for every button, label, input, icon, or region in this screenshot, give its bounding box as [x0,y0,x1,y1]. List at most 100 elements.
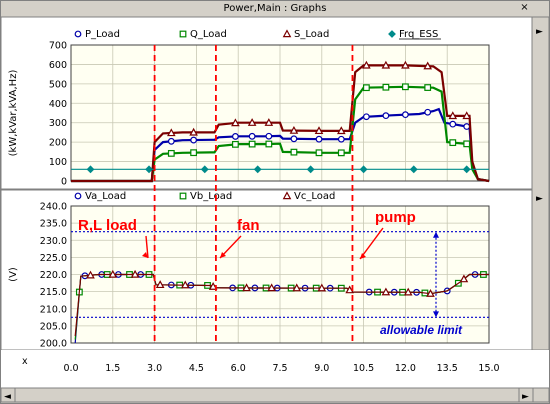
power-y-tick-label: 700 [49,41,67,52]
voltage-data-point [403,287,413,296]
voltage-data-point [155,280,165,289]
power-data-point [265,132,273,140]
annotation-arrowhead [360,253,366,259]
voltage-y-tick-label: 235.0 [40,219,67,230]
voltage-data-point [208,282,218,290]
power-data-point [231,118,240,127]
x-tick-label: 10.5 [353,363,374,374]
voltage-y-tick-label: 200.0 [40,339,67,350]
voltage-y-tick-label: 220.0 [40,270,67,281]
voltage-legend-label: Va_Load [85,191,126,202]
power-data-point [424,84,432,91]
annotation-arrowhead [142,252,148,258]
power-data-point [167,137,175,145]
power-data-point [449,120,457,128]
power-data-point [336,126,346,135]
power-data-point [253,165,262,174]
power-data-point [167,149,175,157]
limit-range-arrowhead-bottom [433,311,439,318]
x-tick-label: 3.0 [147,363,162,374]
voltage-y-tick-label: 230.0 [40,236,67,247]
power-legend-marker [179,30,187,38]
event-annotation-label: pump [375,209,416,226]
scroll-left-icon[interactable]: ◄ [4,392,11,402]
power-data-point [462,111,472,120]
power-data-point [463,123,471,130]
power-panel-arrow-icon[interactable]: ► [536,27,543,37]
power-data-point [401,60,410,69]
power-data-point [359,165,368,174]
window-title: Power,Main : Graphs [223,3,327,14]
x-tick-label: 0.0 [63,363,78,374]
x-axis-letter: x [22,356,28,367]
power-data-point [337,149,345,157]
power-data-point [315,135,323,143]
power-data-point [362,113,370,121]
power-data-point [337,135,345,143]
power-y-tick-label: 500 [49,79,67,90]
voltage-chart: 200.0 205.0 210.0 215.0 220.0 225.0 230.0 235.0… [8,191,500,374]
voltage-y-tick-label: 225.0 [40,253,67,264]
power-data-point [402,111,409,119]
x-tick-label: 7.5 [272,363,287,374]
voltage-panel-arrow-icon[interactable]: ► [536,194,543,204]
power-y-tick-label: 300 [49,118,67,129]
x-tick-label: 6.0 [231,363,246,374]
power-data-point [290,148,298,156]
power-legend-label: Frq_ESS [399,29,438,40]
power-data-point [248,132,256,140]
close-button[interactable]: × [520,2,529,13]
voltage-y-axis-label: (V) [8,267,19,282]
voltage-legend-marker [282,191,292,200]
power-legend-marker [74,30,82,38]
power-data-point [362,84,370,92]
event-annotation-label: fan [237,217,260,234]
voltage-data-point [345,285,354,294]
voltage-legend-label: Vc_Load [294,191,335,202]
power-legend-marker [388,30,396,38]
power-y-tick-label: 100 [49,157,67,168]
power-data-point [423,61,433,70]
voltage-y-tick-label: 210.0 [40,304,67,315]
voltage-data-point [459,274,469,283]
power-y-axis-label: (kW,kVar,kVA,Hz) [8,70,19,157]
title-bar: Power,Main : Graphs × [1,1,549,17]
power-data-point [289,125,299,134]
scroll-left-button[interactable] [0,387,16,403]
power-legend-label: S_Load [294,29,329,40]
power-series-line-p_load [71,107,490,183]
power-data-point [424,108,432,116]
power-data-point [264,118,274,126]
power-data-point [190,149,198,157]
power-data-point [248,140,256,148]
voltage-data-point [130,269,140,278]
voltage-data-point [381,287,391,296]
power-data-point [409,165,418,174]
voltage-data-point [317,283,327,292]
power-chart: 0 100 200 300 400 500 600 700 (kW,kVar,kVA,Hz) P_… [8,29,490,188]
power-data-point [247,118,257,126]
power-data-point [232,140,239,148]
power-plot-border [70,44,490,182]
scroll-right-button[interactable] [518,387,534,403]
power-data-point [382,83,390,91]
power-data-point [167,128,176,137]
power-legend-label: Q_Load [190,29,227,40]
power-data-point [232,133,239,140]
scroll-right-icon[interactable]: ► [522,392,529,402]
x-tick-label: 15.0 [478,363,499,374]
power-data-point [189,127,198,136]
power-data-point [190,136,198,144]
x-tick-label: 4.5 [189,363,204,374]
power-y-tick-label: 600 [49,60,67,71]
power-data-point [463,140,471,148]
power-y-tick-label: 400 [49,99,67,110]
x-tick-label: 12.0 [395,363,416,374]
voltage-data-point [426,289,435,297]
x-tick-label: 13.5 [437,363,458,374]
horizontal-scrollbar[interactable] [0,387,550,403]
voltage-data-point [267,283,276,292]
voltage-legend-marker [74,192,82,200]
power-data-point [382,112,390,120]
